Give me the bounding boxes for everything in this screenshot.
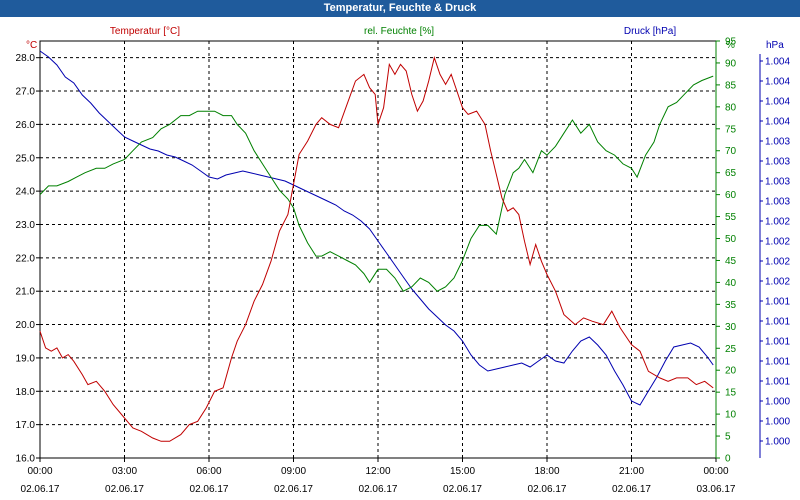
- temperature-tick-label: 24.0: [16, 187, 36, 198]
- x-tick-date: 02.06.17: [190, 484, 229, 495]
- humidity-tick-label: 20: [725, 366, 737, 377]
- temperature-tick-label: 19.0: [16, 353, 36, 364]
- temperature-axis-title: Temperatur [°C]: [110, 26, 180, 37]
- humidity-line: [39, 75, 714, 292]
- pressure-tick-label: 1.003: [765, 137, 790, 148]
- pressure-tick-label: 1.000: [765, 437, 790, 448]
- humidity-axis-title: rel. Feuchte [%]: [364, 26, 434, 37]
- temperature-unit-label: °C: [26, 40, 37, 51]
- pressure-tick-label: 1.004: [765, 57, 790, 68]
- humidity-tick-label: 30: [725, 322, 737, 333]
- pressure-tick-label: 1.003: [765, 157, 790, 168]
- temperature-tick-label: 16.0: [16, 454, 36, 465]
- humidity-tick-label: 75: [725, 124, 737, 135]
- temperature-tick-label: 17.0: [16, 420, 36, 431]
- x-tick-time: 18:00: [534, 466, 559, 477]
- x-tick-time: 00:00: [703, 466, 728, 477]
- pressure-tick-label: 1.002: [765, 277, 790, 288]
- pressure-tick-label: 1.000: [765, 397, 790, 408]
- humidity-tick-label: 55: [725, 212, 737, 223]
- pressure-tick-label: 1.002: [765, 237, 790, 248]
- pressure-tick-label: 1.002: [765, 217, 790, 228]
- humidity-tick-label: 70: [725, 146, 737, 157]
- humidity-tick-label: 0: [725, 454, 731, 465]
- humidity-tick-label: 15: [725, 388, 737, 399]
- temperature-tick-label: 22.0: [16, 253, 36, 264]
- humidity-tick-label: 50: [725, 234, 737, 245]
- pressure-unit-label: hPa: [766, 40, 784, 51]
- pressure-tick-label: 1.002: [765, 257, 790, 268]
- temperature-tick-label: 20.0: [16, 320, 36, 331]
- temperature-tick-label: 27.0: [16, 87, 36, 98]
- x-tick-date: 02.06.17: [612, 484, 651, 495]
- pressure-tick-label: 1.001: [765, 357, 790, 368]
- axes: [36, 40, 763, 462]
- humidity-tick-label: 25: [725, 344, 737, 355]
- grid: [40, 41, 716, 458]
- x-tick-time: 09:00: [281, 466, 306, 477]
- pressure-tick-label: 1.004: [765, 117, 790, 128]
- humidity-tick-label: 40: [725, 278, 737, 289]
- temperature-tick-label: 28.0: [16, 53, 36, 64]
- x-tick-date: 02.06.17: [528, 484, 567, 495]
- x-tick-time: 12:00: [365, 466, 390, 477]
- x-tick-time: 15:00: [450, 466, 475, 477]
- pressure-tick-label: 1.003: [765, 197, 790, 208]
- temperature-tick-label: 21.0: [16, 287, 36, 298]
- temperature-tick-label: 18.0: [16, 387, 36, 398]
- humidity-tick-label: 90: [725, 58, 737, 69]
- humidity-unit-label: %: [726, 40, 735, 51]
- x-tick-date: 03.06.17: [697, 484, 736, 495]
- humidity-tick-label: 80: [725, 102, 737, 113]
- humidity-tick-label: 10: [725, 410, 737, 421]
- pressure-line: [39, 50, 714, 406]
- x-tick-date: 02.06.17: [359, 484, 398, 495]
- x-tick-time: 00:00: [27, 466, 52, 477]
- x-tick-time: 21:00: [619, 466, 644, 477]
- x-tick-date: 02.06.17: [443, 484, 482, 495]
- chart-title: Temperatur, Feuchte & Druck: [0, 0, 800, 17]
- tick-labels: 00:00 02.06.17 03:00 02.06.17 06:00 02.06.17 0…: [16, 37, 791, 496]
- humidity-tick-label: 85: [725, 80, 737, 91]
- temperature-tick-label: 23.0: [16, 220, 36, 231]
- humidity-tick-label: 95: [725, 37, 737, 48]
- x-tick-date: 02.06.17: [21, 484, 60, 495]
- pressure-tick-label: 1.004: [765, 77, 790, 88]
- series-lines: [39, 50, 714, 442]
- pressure-tick-label: 1.001: [765, 317, 790, 328]
- humidity-tick-label: 65: [725, 168, 737, 179]
- pressure-tick-label: 1.000: [765, 417, 790, 428]
- pressure-tick-label: 1.003: [765, 177, 790, 188]
- x-tick-date: 02.06.17: [274, 484, 313, 495]
- x-tick-time: 03:00: [112, 466, 137, 477]
- pressure-tick-label: 1.001: [765, 297, 790, 308]
- humidity-tick-label: 60: [725, 190, 737, 201]
- temperature-line: [39, 55, 714, 442]
- x-tick-date: 02.06.17: [105, 484, 144, 495]
- humidity-tick-label: 45: [725, 256, 737, 267]
- pressure-axis-title: Druck [hPa]: [624, 26, 676, 37]
- temperature-tick-label: 25.0: [16, 153, 36, 164]
- pressure-tick-label: 1.001: [765, 337, 790, 348]
- x-tick-time: 06:00: [196, 466, 221, 477]
- humidity-tick-label: 35: [725, 300, 737, 311]
- pressure-tick-label: 1.004: [765, 97, 790, 108]
- pressure-tick-label: 1.001: [765, 377, 790, 388]
- humidity-tick-label: 5: [725, 432, 731, 443]
- temperature-tick-label: 26.0: [16, 120, 36, 131]
